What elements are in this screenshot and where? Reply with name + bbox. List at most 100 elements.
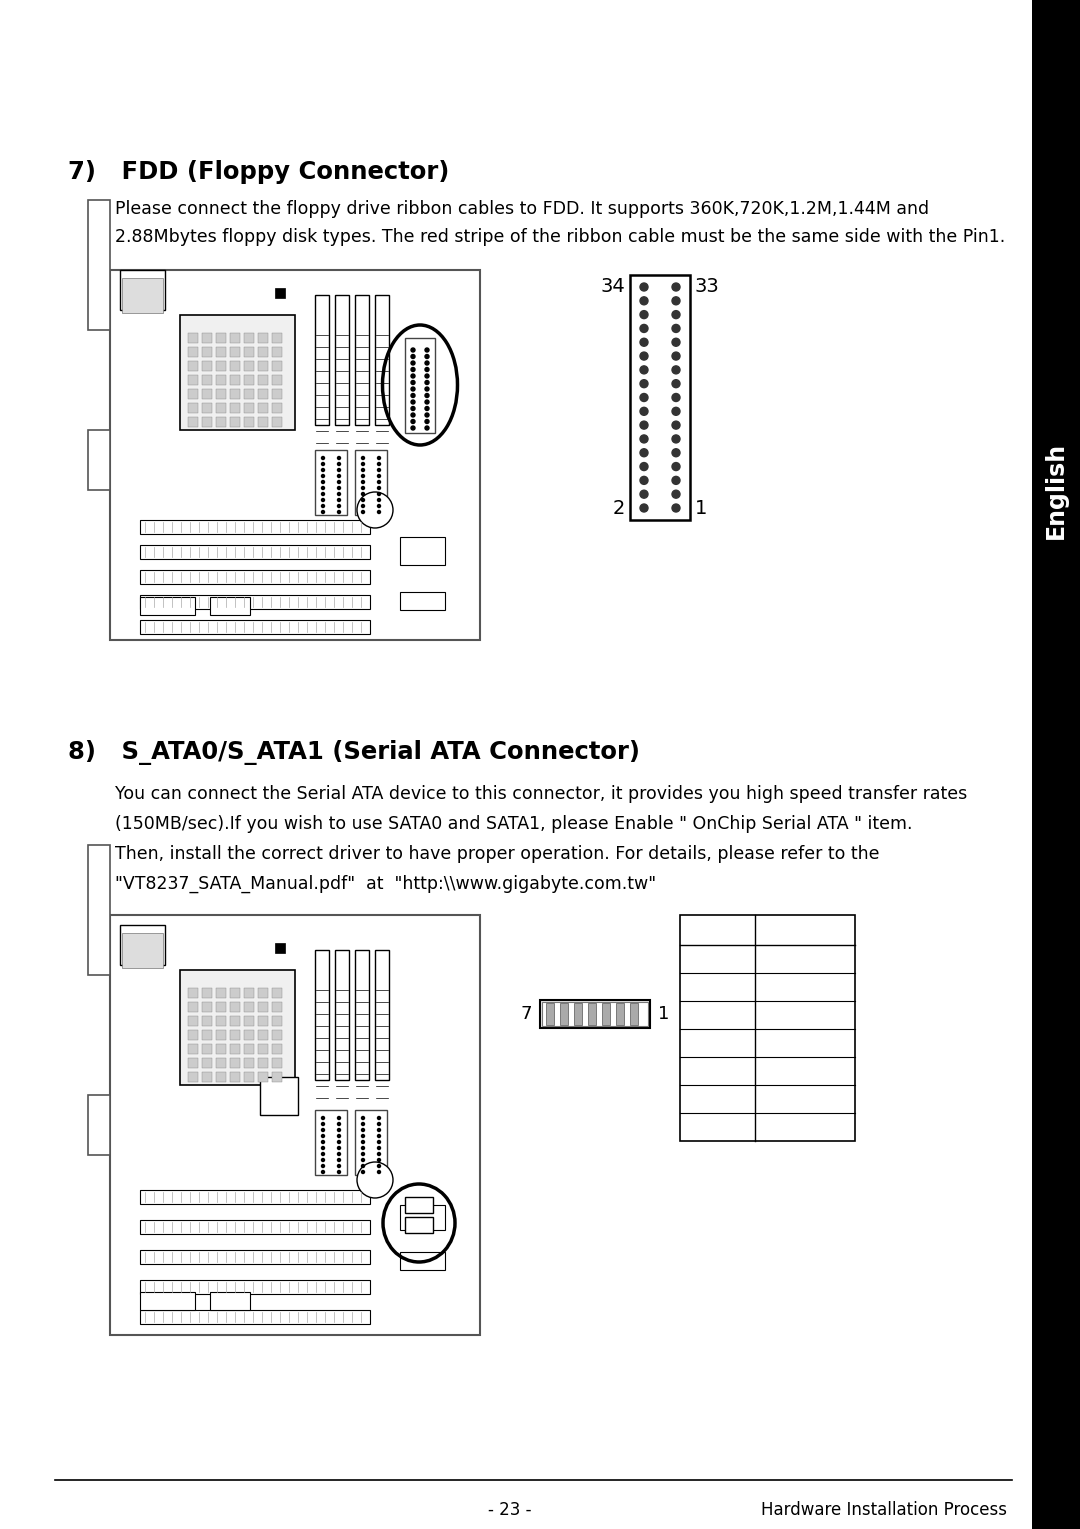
Bar bbox=[258, 404, 268, 413]
Text: 3: 3 bbox=[713, 1008, 723, 1023]
Circle shape bbox=[322, 1159, 324, 1162]
Circle shape bbox=[378, 468, 380, 471]
Bar bbox=[272, 1044, 282, 1053]
Circle shape bbox=[337, 1128, 340, 1131]
Circle shape bbox=[322, 462, 324, 465]
Bar bbox=[202, 361, 212, 372]
Text: 5: 5 bbox=[713, 1064, 723, 1078]
Bar bbox=[272, 388, 282, 399]
Circle shape bbox=[640, 448, 648, 457]
Bar bbox=[180, 315, 295, 430]
Circle shape bbox=[640, 283, 648, 291]
Bar bbox=[188, 388, 198, 399]
Bar bbox=[244, 1031, 254, 1040]
Circle shape bbox=[378, 1159, 380, 1162]
Text: "VT8237_SATA_Manual.pdf"  at  "http:\\www.gigabyte.com.tw": "VT8237_SATA_Manual.pdf" at "http:\\www.… bbox=[114, 875, 657, 893]
Bar bbox=[258, 375, 268, 385]
Circle shape bbox=[426, 427, 429, 430]
Bar bbox=[216, 333, 226, 342]
Bar bbox=[258, 333, 268, 342]
Circle shape bbox=[411, 381, 415, 384]
Bar bbox=[188, 375, 198, 385]
Circle shape bbox=[378, 511, 380, 514]
Bar bbox=[405, 1197, 433, 1212]
Bar bbox=[202, 1031, 212, 1040]
Circle shape bbox=[378, 1128, 380, 1131]
Bar bbox=[216, 1058, 226, 1067]
Circle shape bbox=[337, 505, 340, 508]
Circle shape bbox=[411, 413, 415, 417]
Bar bbox=[188, 1058, 198, 1067]
Circle shape bbox=[640, 297, 648, 304]
Circle shape bbox=[322, 492, 324, 495]
Bar bbox=[230, 1072, 240, 1083]
Bar bbox=[216, 417, 226, 427]
Bar bbox=[202, 1072, 212, 1083]
Bar bbox=[216, 1001, 226, 1012]
Circle shape bbox=[337, 486, 340, 489]
Circle shape bbox=[322, 505, 324, 508]
Bar bbox=[260, 1076, 298, 1115]
Circle shape bbox=[378, 1147, 380, 1150]
Circle shape bbox=[337, 1165, 340, 1168]
Bar bbox=[140, 1190, 370, 1203]
Bar bbox=[188, 347, 198, 356]
Bar bbox=[405, 338, 435, 433]
Bar bbox=[375, 950, 389, 1079]
Circle shape bbox=[322, 1147, 324, 1150]
Bar bbox=[87, 200, 110, 330]
Circle shape bbox=[672, 283, 680, 291]
Bar bbox=[230, 988, 240, 998]
Circle shape bbox=[672, 297, 680, 304]
Circle shape bbox=[378, 498, 380, 502]
Text: 7)   FDD (Floppy Connector): 7) FDD (Floppy Connector) bbox=[68, 161, 449, 183]
Circle shape bbox=[378, 1165, 380, 1168]
Bar bbox=[258, 1031, 268, 1040]
Circle shape bbox=[337, 1159, 340, 1162]
Circle shape bbox=[411, 419, 415, 424]
Circle shape bbox=[411, 401, 415, 404]
Bar bbox=[355, 950, 369, 1079]
Circle shape bbox=[378, 1135, 380, 1138]
Circle shape bbox=[322, 1165, 324, 1168]
Bar bbox=[188, 1001, 198, 1012]
Circle shape bbox=[378, 1141, 380, 1144]
Circle shape bbox=[322, 1135, 324, 1138]
Bar bbox=[315, 950, 329, 1079]
Text: 7: 7 bbox=[713, 1119, 723, 1135]
Circle shape bbox=[640, 365, 648, 375]
Bar bbox=[315, 295, 329, 425]
Bar bbox=[616, 1003, 624, 1024]
Bar bbox=[216, 1072, 226, 1083]
Bar bbox=[122, 278, 163, 313]
Bar bbox=[110, 271, 480, 641]
Text: 4: 4 bbox=[713, 1035, 723, 1050]
Circle shape bbox=[357, 1162, 393, 1199]
Bar bbox=[258, 361, 268, 372]
Bar bbox=[202, 1015, 212, 1026]
Circle shape bbox=[378, 1153, 380, 1156]
Circle shape bbox=[337, 511, 340, 514]
Bar bbox=[188, 988, 198, 998]
Bar bbox=[272, 1058, 282, 1067]
Bar bbox=[258, 388, 268, 399]
Bar bbox=[216, 1015, 226, 1026]
Bar bbox=[272, 1031, 282, 1040]
Bar bbox=[188, 1072, 198, 1083]
Text: GND: GND bbox=[787, 951, 823, 966]
Bar bbox=[202, 333, 212, 342]
Text: English: English bbox=[1044, 442, 1068, 538]
Circle shape bbox=[378, 486, 380, 489]
Bar bbox=[230, 361, 240, 372]
Circle shape bbox=[322, 1128, 324, 1131]
Circle shape bbox=[640, 393, 648, 402]
Circle shape bbox=[362, 1122, 365, 1125]
Text: TXN: TXN bbox=[789, 1008, 821, 1023]
Bar bbox=[87, 430, 110, 489]
Text: GND: GND bbox=[787, 1035, 823, 1050]
Bar bbox=[230, 375, 240, 385]
Circle shape bbox=[337, 498, 340, 502]
Circle shape bbox=[426, 401, 429, 404]
Text: Hardware Installation Process: Hardware Installation Process bbox=[761, 1501, 1007, 1518]
Circle shape bbox=[672, 379, 680, 388]
